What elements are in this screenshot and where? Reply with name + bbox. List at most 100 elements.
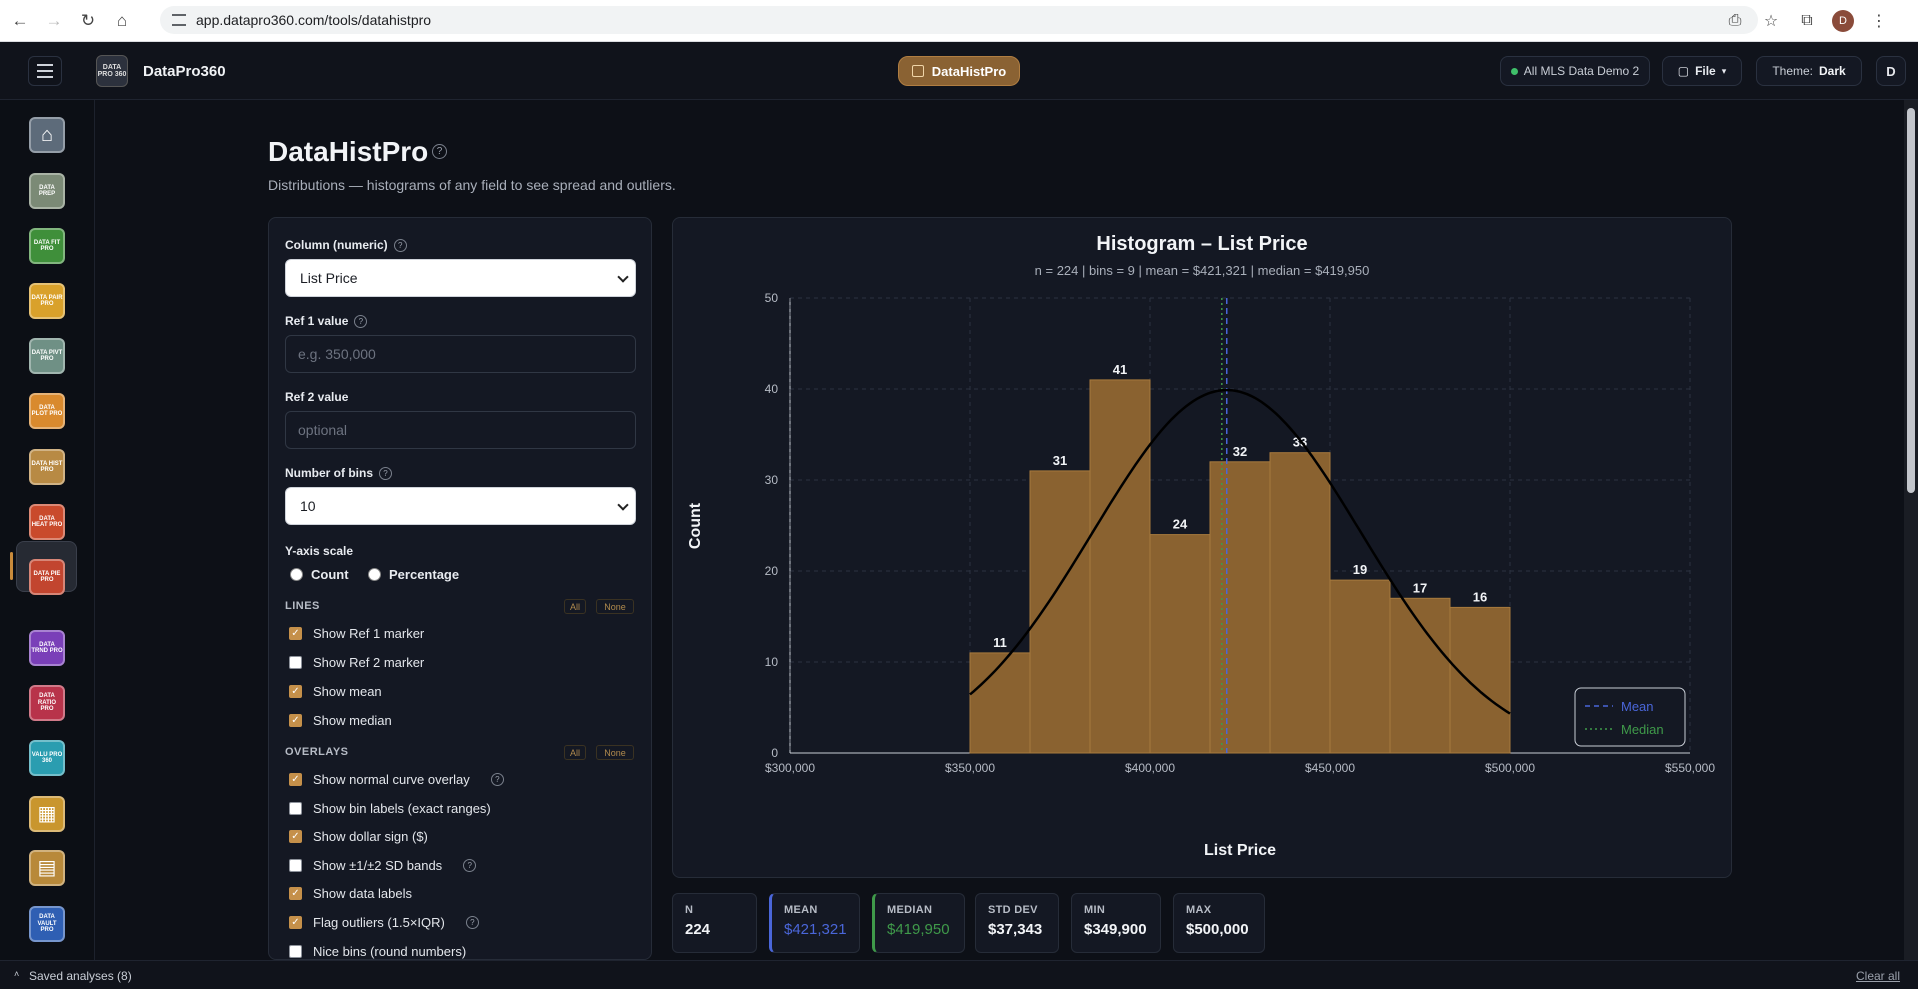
checkbox-checked-icon[interactable]: ✓	[289, 773, 302, 786]
normal-curve	[969, 388, 1511, 715]
help-icon[interactable]: ?	[379, 466, 393, 480]
y-tick-label: 10	[765, 655, 779, 669]
checkbox-empty-icon[interactable]	[289, 656, 302, 669]
app-sidebar: ⌂ DATA PREP DATA FIT PRO DATA PAIR PRO DATA …	[0, 100, 95, 960]
hamburger-menu-icon[interactable]	[28, 56, 62, 86]
sidebar-item-9[interactable]: DATA TRND PRO	[29, 630, 65, 666]
sidebar-item-7[interactable]: DATA HEAT PRO	[29, 504, 65, 540]
lines-checkbox-2[interactable]: ✓ Show mean	[289, 684, 382, 699]
overlays-none-button[interactable]: None	[596, 745, 634, 760]
overlays-section-header: OVERLAYS	[285, 746, 349, 758]
dataset-label: All MLS Data Demo 2	[1523, 64, 1640, 78]
checkbox-label: Show Ref 2 marker	[313, 655, 425, 670]
brand-logo[interactable]: DATA PRO 360	[96, 55, 128, 87]
extensions-icon[interactable]: ⧉	[1801, 12, 1813, 29]
overlays-checkbox-1[interactable]: Show bin labels (exact ranges)	[289, 801, 491, 816]
lines-checkbox-3[interactable]: ✓ Show median	[289, 713, 392, 728]
lines-none-button[interactable]: None	[596, 599, 634, 614]
bar-data-label: 24	[1173, 517, 1188, 532]
help-icon[interactable]: ?	[490, 773, 504, 786]
back-icon[interactable]: ←	[11, 10, 29, 30]
theme-toggle-button[interactable]: Theme: Dark	[1756, 56, 1862, 86]
forward-icon[interactable]: →	[45, 10, 63, 30]
sidebar-item-4[interactable]: DATA PIVT PRO	[29, 338, 65, 374]
checkbox-label: Show data labels	[313, 886, 413, 902]
checkbox-label: Show normal curve overlay	[313, 772, 470, 787]
sidebar-item-14[interactable]: DATA VAULT PRO	[29, 906, 65, 942]
overlays-checkbox-6[interactable]: Nice bins (round numbers)	[289, 944, 466, 959]
y-tick-label: 20	[765, 564, 779, 578]
help-icon[interactable]: ?	[432, 144, 447, 159]
x-tick-label: $450,000	[1305, 761, 1355, 775]
stat-card-min: MIN $349,900	[1071, 893, 1161, 953]
bins-select[interactable]: 10	[285, 487, 636, 525]
checkbox-empty-icon[interactable]	[289, 858, 302, 872]
site-info-icon[interactable]	[172, 14, 186, 26]
sidebar-item-5[interactable]: DATA PLOT PRO	[29, 393, 65, 429]
user-avatar[interactable]: D	[1876, 56, 1906, 86]
checkbox-checked-icon[interactable]: ✓	[289, 916, 302, 929]
address-bar[interactable]: app.datapro360.com/tools/datahistpro	[160, 6, 1758, 34]
x-tick-label: $550,000	[1665, 761, 1715, 775]
sidebar-item-10[interactable]: DATA RATIO PRO	[29, 685, 65, 721]
overlays-checkbox-0[interactable]: ✓ Show normal curve overlay?	[289, 772, 504, 787]
help-icon[interactable]: ?	[465, 916, 479, 929]
help-icon[interactable]: ?	[354, 314, 368, 328]
clear-all-link[interactable]: Clear all	[1856, 969, 1901, 983]
ref2-input[interactable]: optional	[285, 411, 636, 449]
overlays-checkbox-5[interactable]: ✓ Flag outliers (1.5×IQR)?	[289, 915, 479, 930]
scrollbar-thumb[interactable]	[1907, 108, 1915, 493]
radio-percentage[interactable]: Percentage	[368, 567, 459, 582]
radio-count[interactable]: Count	[290, 567, 349, 582]
bar-data-label: 11	[993, 635, 1007, 650]
sidebar-item-2[interactable]: DATA FIT PRO	[29, 228, 65, 264]
lines-checkbox-0[interactable]: ✓ Show Ref 1 marker	[289, 626, 424, 641]
overlays-checkbox-2[interactable]: ✓ Show dollar sign ($)	[289, 829, 428, 844]
active-app-pill[interactable]: DataHistPro	[898, 56, 1020, 86]
chart-card: Histogram – List Price n = 224 | bins = …	[672, 217, 1732, 878]
checkbox-checked-icon[interactable]: ✓	[289, 627, 302, 640]
file-menu-button[interactable]: ▢ File ▾	[1662, 56, 1742, 86]
sidebar-item-1[interactable]: DATA PREP	[29, 173, 65, 209]
sidebar-item-13[interactable]: ▤	[29, 850, 65, 886]
checkbox-checked-icon[interactable]: ✓	[289, 830, 302, 844]
chevron-up-icon[interactable]: ˄	[14, 969, 20, 979]
chevron-down-icon: ▾	[1721, 65, 1727, 76]
checkbox-checked-icon[interactable]: ✓	[289, 714, 302, 727]
stat-value: 224	[685, 921, 711, 938]
home-icon[interactable]: ⌂	[116, 10, 128, 30]
overlays-checkbox-3[interactable]: Show ±1/±2 SD bands?	[289, 858, 477, 873]
overlays-all-button[interactable]: All	[564, 745, 586, 760]
install-icon[interactable]: ⎙	[1728, 12, 1742, 29]
reload-icon[interactable]: ↻	[80, 10, 96, 30]
checkbox-empty-icon[interactable]	[289, 944, 302, 958]
stat-value: $421,321	[784, 921, 847, 938]
column-label-text: Column (numeric)	[285, 238, 388, 252]
stat-label: MAX	[1186, 904, 1212, 916]
lines-checkbox-1[interactable]: Show Ref 2 marker	[289, 655, 424, 670]
y-tick-label: 50	[765, 291, 779, 305]
ref1-input[interactable]: e.g. 350,000	[285, 335, 636, 373]
overlays-checkbox-4[interactable]: ✓ Show data labels	[289, 886, 412, 901]
sidebar-item-0[interactable]: ⌂	[29, 117, 65, 153]
sidebar-item-12[interactable]: ▦	[29, 796, 65, 832]
sidebar-item-3[interactable]: DATA PAIR PRO	[29, 283, 65, 319]
saved-analyses-toggle[interactable]: Saved analyses (8)	[29, 969, 132, 983]
help-icon[interactable]: ?	[393, 238, 407, 252]
active-app-label: DataHistPro	[931, 63, 1007, 79]
column-select[interactable]: List Price	[285, 259, 636, 297]
sidebar-item-8[interactable]: DATA PIE PRO	[29, 559, 65, 595]
menu-dots-icon[interactable]: ⋮	[1871, 13, 1887, 30]
checkbox-checked-icon[interactable]: ✓	[289, 685, 302, 698]
profile-avatar[interactable]: D	[1832, 10, 1854, 32]
checkbox-label: Nice bins (round numbers)	[313, 943, 467, 959]
bookmark-star-icon[interactable]: ☆	[1763, 13, 1779, 30]
help-icon[interactable]: ?	[463, 858, 477, 872]
sidebar-item-11[interactable]: VALU PRO 360	[29, 740, 65, 776]
lines-all-button[interactable]: All	[564, 599, 586, 614]
sidebar-item-6[interactable]: DATA HIST PRO	[29, 449, 65, 485]
page-scrollbar[interactable]	[1904, 100, 1918, 960]
checkbox-checked-icon[interactable]: ✓	[289, 887, 302, 901]
dataset-selector[interactable]: All MLS Data Demo 2	[1500, 56, 1650, 86]
checkbox-empty-icon[interactable]	[289, 801, 302, 815]
